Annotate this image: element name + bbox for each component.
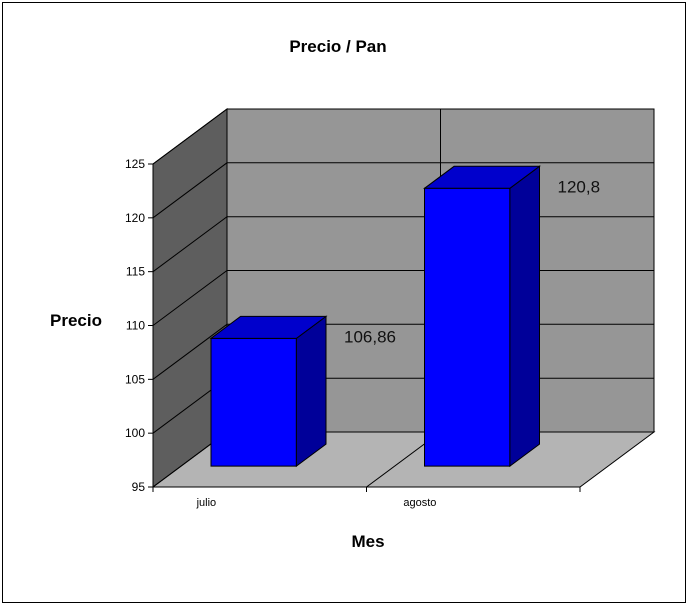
y-tick-label: 105 [125,372,145,386]
y-tick-label: 125 [125,157,145,171]
bar-side [295,315,327,468]
bars [209,165,542,468]
x-axis-title: Mes [351,532,384,551]
y-tick-label: 115 [126,265,145,279]
bar-julio [209,315,328,468]
x-axis-categories: julio agosto [196,497,437,509]
x-category-julio: julio [196,497,217,509]
bar-front [210,337,297,467]
y-tick-label: 100 [125,426,145,440]
y-axis-ticks: 95 100 105 110 115 120 125 [125,157,153,494]
data-labels: 106,86 120,8 [344,177,600,346]
gridline [152,108,654,165]
gridline [152,162,654,219]
y-tick-label: 95 [132,480,146,494]
y-tick-label: 110 [126,319,145,333]
y-tick-label: 120 [125,211,145,225]
bar-top [422,165,542,189]
bar-side [509,165,540,468]
bar-top [209,315,328,339]
x-category-agosto: agosto [403,497,436,509]
data-label-agosto: 120,8 [558,177,601,196]
bar-agosto [422,165,542,468]
chart-title: Precio / Pan [289,37,386,56]
data-label-julio: 106,86 [344,327,396,346]
y-axis-title: Precio [50,311,102,330]
bar-front [424,187,511,467]
